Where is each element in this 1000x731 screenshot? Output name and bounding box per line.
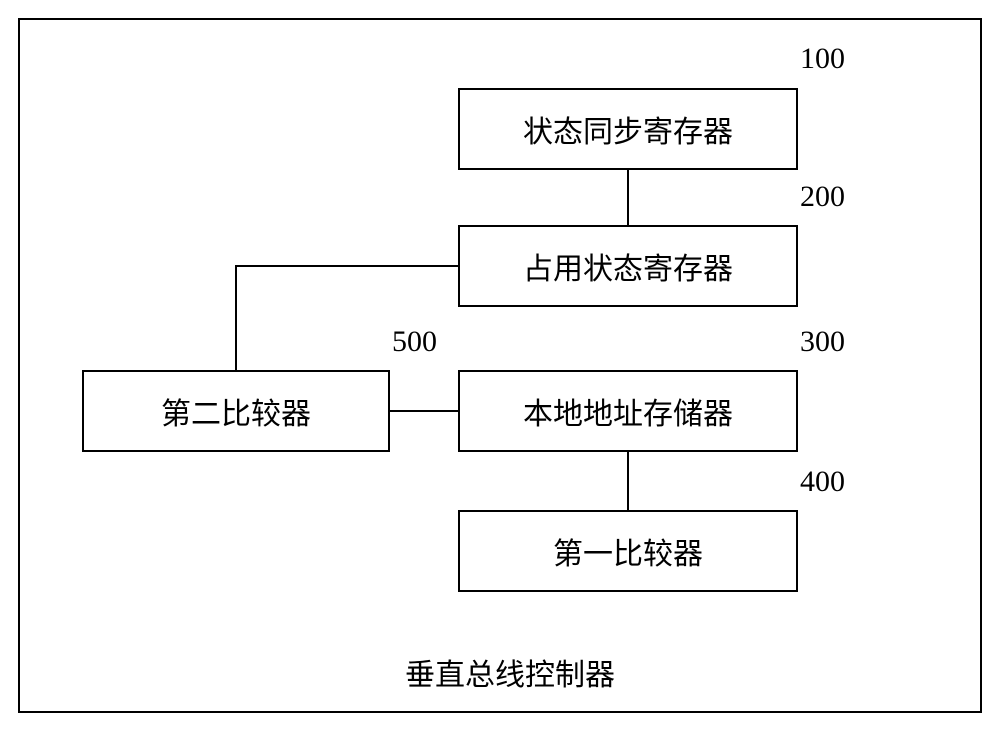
node-n500: 第二比较器 [82,370,390,452]
node-label-n100: 状态同步寄存器 [523,107,733,151]
node-n100: 状态同步寄存器 [458,88,798,170]
node-label-n300: 本地地址存储器 [523,389,733,433]
diagram-canvas: 垂直总线控制器 状态同步寄存器 100 占用状态寄存器 200 第二比较器 500 本地地址… [0,0,1000,731]
node-num-n500: 500 [392,325,437,359]
node-num-n100: 100 [800,42,845,76]
node-num-n300: 300 [800,325,845,359]
node-num-n400: 400 [800,465,845,499]
node-n400: 第一比较器 [458,510,798,592]
diagram-title-text: 垂直总线控制器 [405,659,615,692]
node-label-n500: 第二比较器 [161,389,311,433]
node-num-n200: 200 [800,180,845,214]
node-label-n400: 第一比较器 [553,529,703,573]
node-n300: 本地地址存储器 [458,370,798,452]
diagram-title: 垂直总线控制器 [380,650,640,690]
node-n200: 占用状态寄存器 [458,225,798,307]
node-label-n200: 占用状态寄存器 [523,244,733,288]
